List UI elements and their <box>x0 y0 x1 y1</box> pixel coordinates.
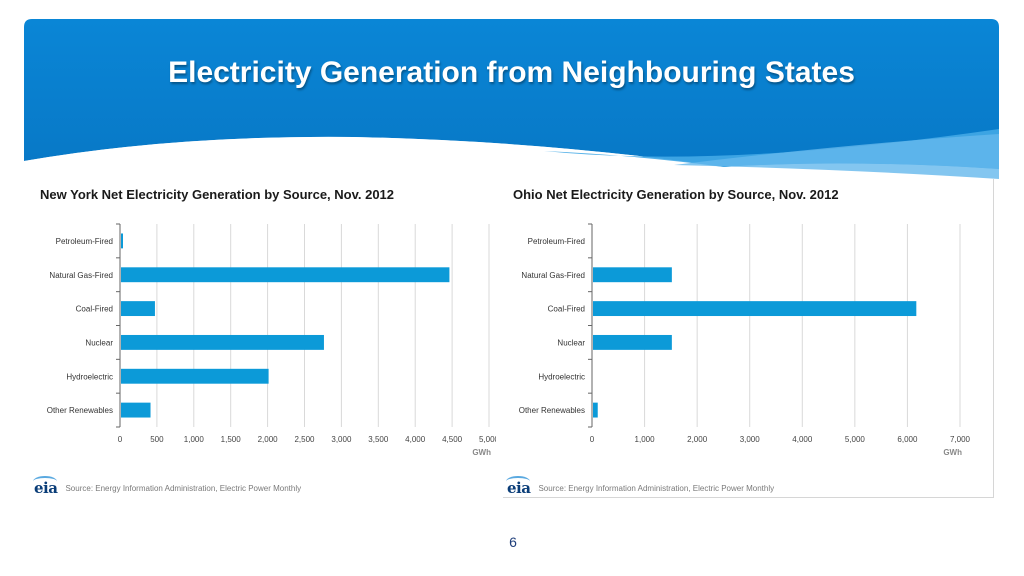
category-label: Coal-Fired <box>76 305 113 314</box>
category-label: Natural Gas-Fired <box>521 271 585 280</box>
eia-logo: eia <box>32 476 58 497</box>
x-axis-unit-label: GWh <box>943 448 962 457</box>
x-tick-label: 1,500 <box>221 435 242 444</box>
header-band <box>24 19 999 184</box>
category-label: Petroleum-Fired <box>56 237 113 246</box>
x-tick-label: 1,000 <box>184 435 205 444</box>
x-tick-label: 3,000 <box>740 435 761 444</box>
bar <box>121 233 123 249</box>
category-label: Nuclear <box>85 338 113 347</box>
x-tick-label: 7,000 <box>950 435 971 444</box>
x-tick-label: 3,500 <box>368 435 389 444</box>
x-tick-label: 4,000 <box>792 435 813 444</box>
header-wave <box>24 19 999 179</box>
x-tick-label: 2,000 <box>258 435 279 444</box>
x-tick-label: 500 <box>150 435 164 444</box>
x-tick-label: 5,000 <box>479 435 496 444</box>
slide-title: Electricity Generation from Neighbouring… <box>168 56 855 89</box>
source-text: Source: Energy Information Administratio… <box>538 483 775 493</box>
ohio-chart-panel: Ohio Net Electricity Generation by Sourc… <box>503 179 994 498</box>
x-tick-label: 4,000 <box>405 435 426 444</box>
x-tick-label: 1,000 <box>635 435 656 444</box>
source-text: Source: Energy Information Administratio… <box>65 483 302 493</box>
x-tick-label: 6,000 <box>897 435 918 444</box>
category-label: Other Renewables <box>519 406 585 415</box>
bar <box>593 402 598 418</box>
category-label: Other Renewables <box>47 406 113 415</box>
x-tick-label: 4,500 <box>442 435 463 444</box>
bar <box>121 267 450 283</box>
new-york-bar-chart: 0 500 1,000 1,500 2,000 2,500 3,000 3,500 4,000 4… <box>47 223 496 457</box>
chart-title: New York Net Electricity Generation by S… <box>40 187 395 202</box>
bar <box>593 334 672 350</box>
x-tick-label: 2,000 <box>687 435 708 444</box>
x-tick-label: 2,500 <box>294 435 315 444</box>
new-york-chart-panel: New York Net Electricity Generation by S… <box>30 179 496 497</box>
x-axis-unit-label: GWh <box>472 448 491 457</box>
chart-title: Ohio Net Electricity Generation by Sourc… <box>513 187 839 202</box>
bar <box>121 301 155 317</box>
category-label: Hydroelectric <box>538 372 585 381</box>
bar <box>121 368 269 384</box>
x-tick-label: 5,000 <box>845 435 866 444</box>
category-label: Hydroelectric <box>66 372 113 381</box>
bar <box>593 267 672 283</box>
bar <box>593 301 917 317</box>
category-label: Coal-Fired <box>548 305 585 314</box>
eia-logo: eia <box>505 476 531 497</box>
bar <box>121 334 324 350</box>
source-row: eia Source: Energy Information Administr… <box>505 476 775 497</box>
page-number: 6 <box>509 534 517 550</box>
x-tick-label: 0 <box>590 435 595 444</box>
bar <box>121 402 151 418</box>
category-label: Natural Gas-Fired <box>49 271 113 280</box>
source-row: eia Source: Energy Information Administr… <box>32 476 302 497</box>
category-label: Petroleum-Fired <box>528 237 585 246</box>
ohio-bar-chart: 0 1,000 2,000 3,000 4,000 5,000 6,000 7,000 Petr… <box>519 223 971 457</box>
x-tick-label: 3,000 <box>331 435 352 444</box>
x-tick-label: 0 <box>118 435 123 444</box>
category-label: Nuclear <box>557 338 585 347</box>
